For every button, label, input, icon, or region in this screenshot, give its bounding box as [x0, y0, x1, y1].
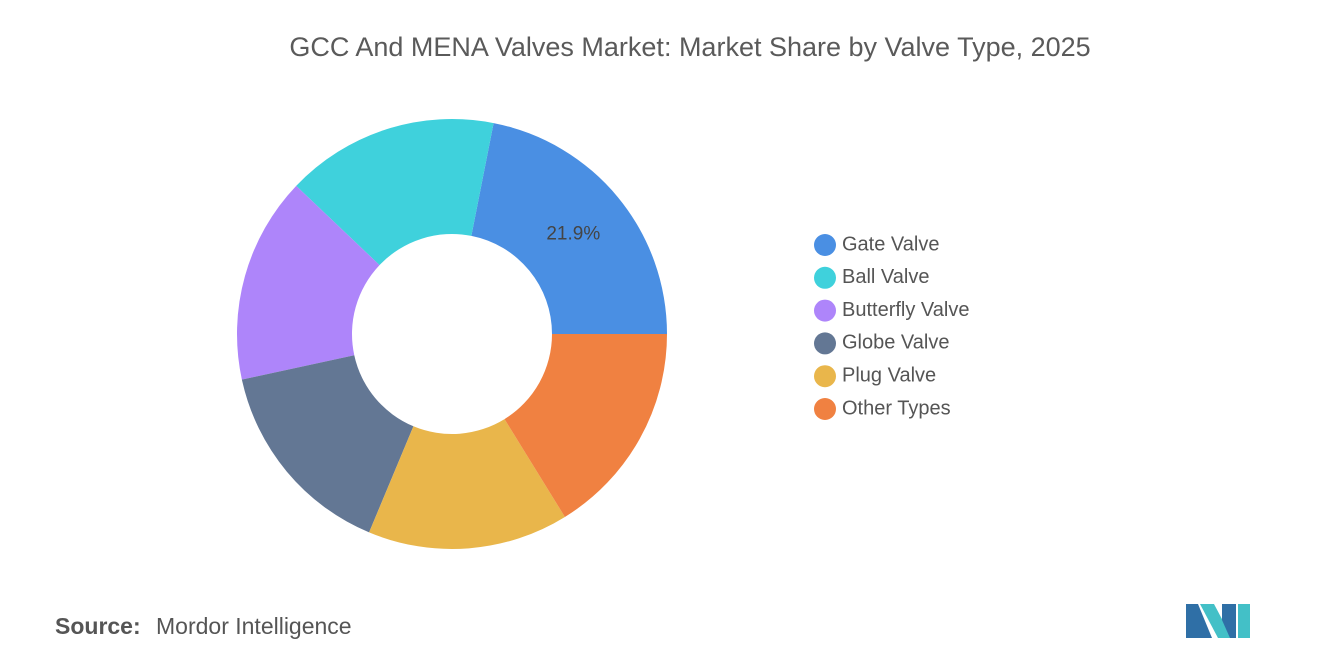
legend-swatch — [814, 299, 836, 322]
slice — [471, 123, 667, 334]
legend-label: Ball Valve — [842, 266, 929, 288]
legend-swatch — [814, 234, 836, 256]
legend-label: Plug Valve — [842, 364, 936, 386]
logo — [1186, 604, 1250, 638]
legend-swatch — [814, 332, 836, 355]
slice — [241, 355, 414, 533]
value-label: 21.9% — [546, 223, 600, 244]
legend-label: Gate Valve — [842, 233, 939, 255]
legend: Gate Valve Ball Valve Butterfly Valve Globe… — [814, 233, 969, 420]
slice — [236, 185, 380, 380]
legend-swatch — [814, 398, 836, 420]
slice — [369, 419, 565, 549]
source-label: Source: — [55, 613, 141, 639]
legend-swatch — [814, 266, 836, 289]
legend-swatch — [814, 365, 836, 388]
legend-label: Other Types — [842, 397, 951, 419]
donut: 21.9% — [236, 118, 667, 549]
slice — [504, 334, 667, 517]
legend-label: Globe Valve — [842, 332, 949, 354]
chart-title: GCC And MENA Valves Market: Market Share… — [289, 32, 1090, 62]
source-text: Mordor Intelligence — [156, 613, 352, 639]
slice — [296, 118, 494, 266]
legend-label: Butterfly Valve — [842, 299, 969, 321]
